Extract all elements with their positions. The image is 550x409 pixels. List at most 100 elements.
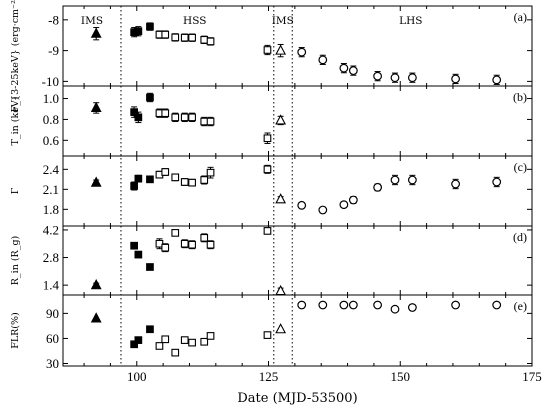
open-square-marker <box>171 348 180 357</box>
open-square-marker <box>188 178 196 187</box>
open-circle-marker <box>451 300 460 310</box>
open-square-marker <box>206 240 215 249</box>
y-tick-label: 0.8 <box>43 112 59 127</box>
open-square-marker <box>161 243 170 252</box>
y-tick-label: -10 <box>42 74 59 89</box>
x-axis-label: Date (MJD-53500) <box>237 391 357 406</box>
filled-square-marker <box>130 241 138 250</box>
open-square-marker <box>188 33 196 42</box>
open-circle-marker <box>390 175 400 185</box>
open-square-marker <box>263 134 272 143</box>
state-label: IMS <box>81 15 103 27</box>
open-square-marker <box>161 30 170 39</box>
filled-square-marker <box>130 182 138 190</box>
open-circle-marker <box>451 74 460 84</box>
y-tick-label: 1.8 <box>43 202 59 217</box>
panel-label: (d) <box>513 230 527 244</box>
open-square-marker <box>206 332 215 340</box>
open-square-marker <box>180 113 189 122</box>
open-square-marker <box>200 35 209 44</box>
open-triangle-marker <box>275 44 287 55</box>
x-tick-label: 125 <box>259 369 279 384</box>
open-square-marker <box>263 331 272 339</box>
open-triangle-marker <box>275 284 287 296</box>
filled-square-marker <box>130 340 138 349</box>
open-square-marker <box>180 178 189 186</box>
open-circle-marker <box>451 179 460 189</box>
open-square-marker <box>171 33 180 42</box>
y-tick-label: 30 <box>46 356 59 371</box>
open-square-marker <box>200 117 209 126</box>
open-circle-marker <box>492 300 502 310</box>
open-triangle-marker <box>275 193 287 204</box>
open-circle-marker <box>407 303 417 312</box>
panel-label: (e) <box>514 299 527 313</box>
y-tick-label: -8 <box>48 12 59 27</box>
filled-square-marker <box>134 250 143 259</box>
open-circle-marker <box>390 304 400 314</box>
open-square-marker <box>263 165 272 174</box>
y-tick-label: 0.6 <box>43 133 60 148</box>
open-circle-marker <box>373 182 382 192</box>
x-tick-label: 175 <box>522 369 542 384</box>
y-tick-label: 1.4 <box>43 278 60 293</box>
open-circle-marker <box>339 63 349 73</box>
open-circle-marker <box>492 75 502 85</box>
state-label: LHS <box>399 15 422 27</box>
y-axis-label: F_{3-25keV} (erg·cm⁻²·s⁻¹) <box>10 0 21 112</box>
filled-square-marker <box>134 174 143 183</box>
open-square-marker <box>206 117 215 126</box>
open-triangle-marker <box>275 114 287 125</box>
open-square-marker <box>161 109 170 118</box>
open-circle-marker <box>348 195 358 205</box>
y-axis-label: R_in (R_g) <box>10 236 21 285</box>
open-circle-marker <box>297 200 307 210</box>
open-square-marker <box>188 113 196 122</box>
open-square-marker <box>171 173 180 182</box>
open-square-marker <box>200 176 209 184</box>
open-square-marker <box>180 239 189 248</box>
open-circle-marker <box>373 300 382 310</box>
open-circle-marker <box>373 71 382 81</box>
state-label: HSS <box>183 15 206 27</box>
open-square-marker <box>188 338 196 347</box>
filled-square-marker <box>146 325 154 334</box>
open-circle-marker <box>348 300 358 310</box>
state-label: IMS <box>272 15 294 27</box>
open-circle-marker <box>318 300 328 310</box>
filled-triangle-marker <box>90 176 102 187</box>
open-circle-marker <box>318 205 328 215</box>
filled-triangle-marker <box>90 27 102 38</box>
panel-label: (c) <box>514 160 527 174</box>
x-tick-label: 150 <box>391 369 411 384</box>
open-circle-marker <box>348 66 358 76</box>
y-tick-label: 2.1 <box>43 182 59 197</box>
open-square-marker <box>171 229 180 237</box>
filled-square-marker <box>146 22 154 31</box>
filled-triangle-marker <box>90 101 102 112</box>
open-square-marker <box>263 46 272 54</box>
y-tick-label: 2.8 <box>43 250 59 265</box>
open-circle-marker <box>297 300 307 310</box>
open-square-marker <box>180 336 189 344</box>
open-square-marker <box>155 342 164 350</box>
y-axis-label: Γ <box>10 187 21 194</box>
open-circle-marker <box>390 73 400 83</box>
y-axis-label: T_in (keV) <box>10 97 21 146</box>
y-axis-label: FLR(%) <box>10 312 21 349</box>
open-circle-marker <box>339 200 349 210</box>
open-square-marker <box>200 337 209 346</box>
open-square-marker <box>171 113 180 122</box>
filled-square-marker <box>146 93 154 102</box>
filled-square-marker <box>146 175 154 184</box>
open-circle-marker <box>492 177 502 187</box>
panel-label: (b) <box>513 90 527 104</box>
open-square-marker <box>180 33 189 42</box>
open-circle-marker <box>339 300 349 310</box>
open-circle-marker <box>407 175 417 185</box>
filled-triangle-marker <box>90 278 102 290</box>
y-tick-label: 60 <box>46 331 59 346</box>
open-triangle-marker <box>275 323 287 334</box>
filled-triangle-marker <box>90 312 102 323</box>
